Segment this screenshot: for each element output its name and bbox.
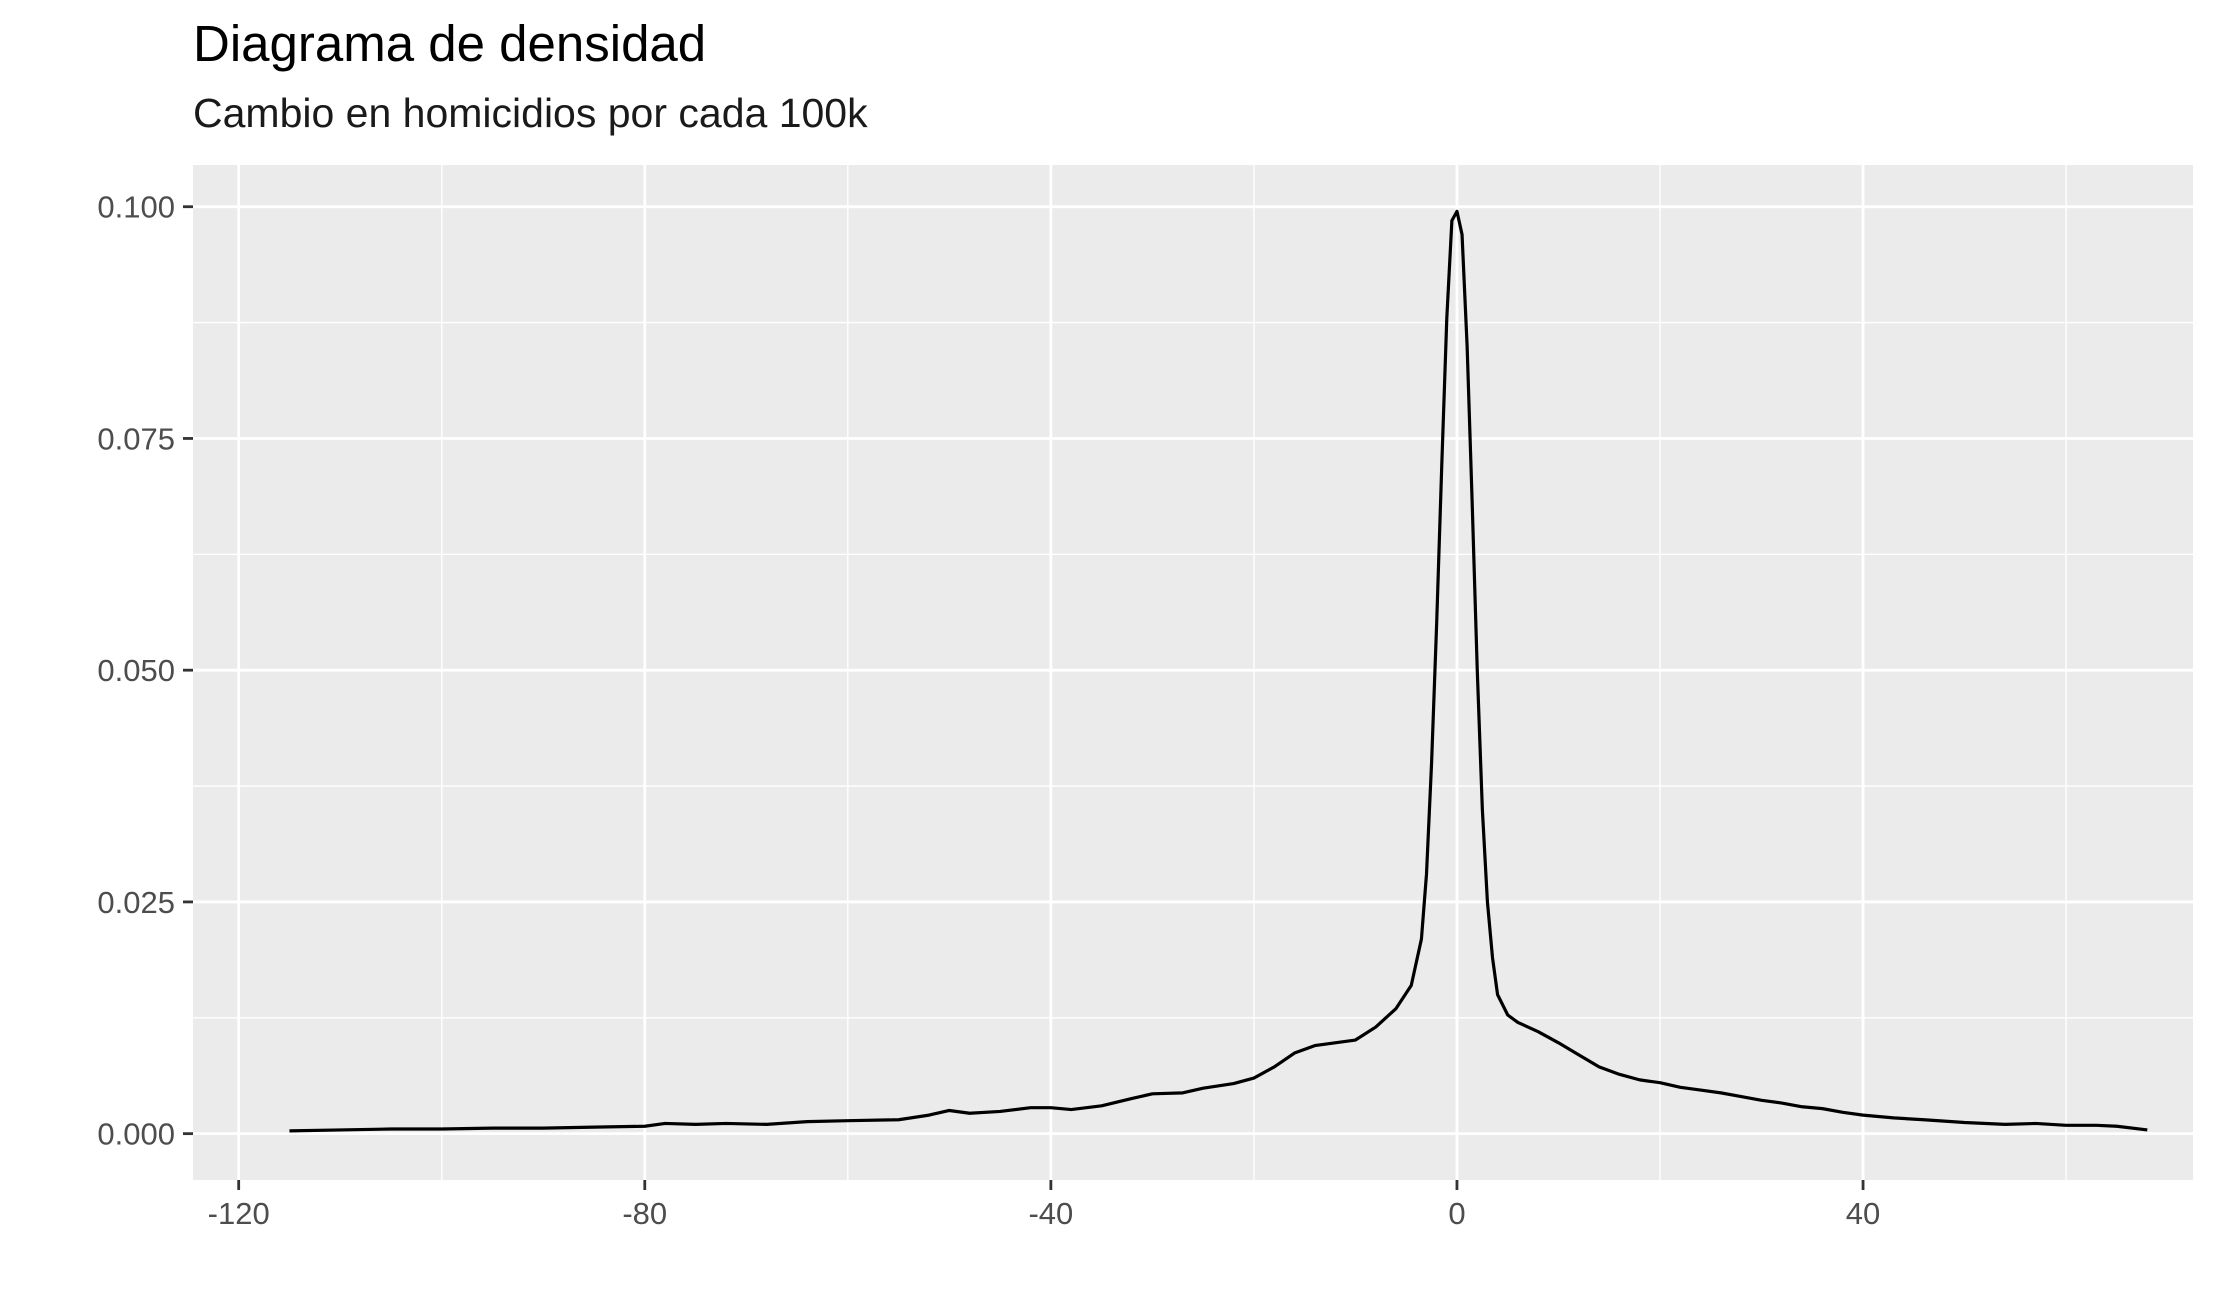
y-tick-label: 0.050 xyxy=(97,653,175,688)
density-line xyxy=(289,209,2148,1133)
minor-gridlines xyxy=(193,165,2193,1180)
x-tick-label: 0 xyxy=(1448,1196,1465,1231)
chart-title: Diagrama de densidad xyxy=(193,15,707,72)
plot-panel xyxy=(193,165,2193,1180)
x-tick-label: -40 xyxy=(1028,1196,1073,1231)
x-axis: -120 -80 -40 0 40 xyxy=(208,1180,1880,1231)
x-tick-label: 40 xyxy=(1846,1196,1880,1231)
y-axis: 0.000 0.025 0.050 0.075 0.100 xyxy=(97,190,193,1152)
chart-subtitle: Cambio en homicidios por cada 100k xyxy=(193,90,868,136)
y-tick-label: 0.000 xyxy=(97,1117,175,1152)
major-gridlines xyxy=(193,165,2193,1180)
y-tick-label: 0.075 xyxy=(97,421,175,456)
y-tick-label: 0.100 xyxy=(97,190,175,225)
x-tick-label: -120 xyxy=(208,1196,270,1231)
y-tick-label: 0.025 xyxy=(97,885,175,920)
x-tick-label: -80 xyxy=(622,1196,667,1231)
